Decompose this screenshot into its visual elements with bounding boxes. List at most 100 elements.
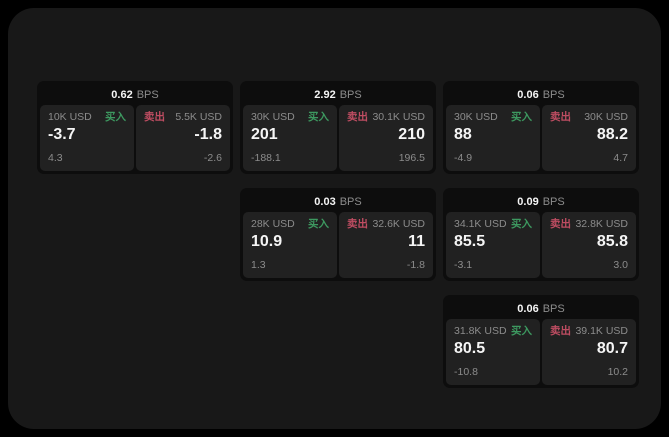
quote-card: 0.06 BPS 30K USD 买入 88 -4.9 卖出 30K USD 8… bbox=[443, 81, 639, 174]
sell-label: 卖出 bbox=[550, 218, 571, 230]
buy-amount: 10K USD bbox=[48, 111, 92, 123]
sell-amount: 39.1K USD bbox=[575, 325, 628, 337]
sell-price: 11 bbox=[408, 232, 425, 250]
bps-unit-label: BPS bbox=[542, 302, 565, 315]
buy-price: 88 bbox=[454, 125, 472, 143]
bps-value: 0.06 bbox=[517, 88, 539, 101]
quote-card: 0.06 BPS 31.8K USD 买入 80.5 -10.8 卖出 39.1… bbox=[443, 295, 639, 388]
buy-panel-top: 34.1K USD 买入 bbox=[454, 218, 532, 231]
sell-amount: 30K USD bbox=[584, 111, 628, 123]
sell-delta: -2.6 bbox=[203, 152, 222, 165]
buy-panel-top: 30K USD 买入 bbox=[251, 111, 329, 124]
buy-amount: 30K USD bbox=[251, 111, 295, 123]
sell-price: -1.8 bbox=[194, 125, 222, 143]
buy-panel[interactable]: 30K USD 买入 201 -188.1 bbox=[243, 105, 337, 171]
sell-label: 卖出 bbox=[550, 325, 571, 337]
sell-panel[interactable]: 卖出 30K USD 88.2 4.7 bbox=[542, 105, 636, 171]
buy-delta: 4.3 bbox=[48, 152, 63, 165]
sell-panel[interactable]: 卖出 39.1K USD 80.7 10.2 bbox=[542, 319, 636, 385]
sell-panel-top: 卖出 5.5K USD bbox=[144, 111, 222, 124]
buy-delta: -188.1 bbox=[251, 152, 281, 165]
card-bps-header: 0.03 BPS bbox=[243, 191, 433, 212]
quote-panels: 30K USD 买入 88 -4.9 卖出 30K USD 88.2 4.7 bbox=[446, 105, 636, 171]
sell-delta: 196.5 bbox=[398, 152, 425, 165]
sell-price: 210 bbox=[398, 125, 425, 143]
buy-delta: 1.3 bbox=[251, 259, 266, 272]
buy-delta: -4.9 bbox=[454, 152, 473, 165]
buy-price: 85.5 bbox=[454, 232, 486, 250]
buy-price: -3.7 bbox=[48, 125, 76, 143]
sell-delta: -1.8 bbox=[406, 259, 425, 272]
sell-panel-top: 卖出 32.6K USD bbox=[347, 218, 425, 231]
buy-price: 10.9 bbox=[251, 232, 283, 250]
card-bps-header: 0.09 BPS bbox=[446, 191, 636, 212]
bps-unit-label: BPS bbox=[542, 195, 565, 208]
bps-unit-label: BPS bbox=[339, 195, 362, 208]
sell-label: 卖出 bbox=[347, 218, 368, 230]
buy-panel[interactable]: 30K USD 买入 88 -4.9 bbox=[446, 105, 540, 171]
sell-amount: 32.8K USD bbox=[575, 218, 628, 230]
buy-price: 80.5 bbox=[454, 339, 486, 357]
buy-delta: -3.1 bbox=[454, 259, 473, 272]
quote-panels: 31.8K USD 买入 80.5 -10.8 卖出 39.1K USD 80.… bbox=[446, 319, 636, 385]
buy-panel[interactable]: 34.1K USD 买入 85.5 -3.1 bbox=[446, 212, 540, 278]
sell-panel-top: 卖出 39.1K USD bbox=[550, 325, 628, 338]
quote-panels: 30K USD 买入 201 -188.1 卖出 30.1K USD 210 1… bbox=[243, 105, 433, 171]
bps-unit-label: BPS bbox=[542, 88, 565, 101]
bps-unit-label: BPS bbox=[339, 88, 362, 101]
sell-label: 卖出 bbox=[550, 111, 571, 123]
quote-card: 0.62 BPS 10K USD 买入 -3.7 4.3 卖出 5.5K USD… bbox=[37, 81, 233, 174]
bps-value: 0.03 bbox=[314, 195, 336, 208]
sell-panel-top: 卖出 30K USD bbox=[550, 111, 628, 124]
buy-panel-top: 10K USD 买入 bbox=[48, 111, 126, 124]
sell-price: 80.7 bbox=[596, 339, 628, 357]
sell-label: 卖出 bbox=[347, 111, 368, 123]
bps-value: 0.62 bbox=[111, 88, 133, 101]
buy-panel-top: 28K USD 买入 bbox=[251, 218, 329, 231]
buy-panel[interactable]: 10K USD 买入 -3.7 4.3 bbox=[40, 105, 134, 171]
dashboard-page: 0.62 BPS 10K USD 买入 -3.7 4.3 卖出 5.5K USD… bbox=[8, 8, 661, 429]
buy-panel-top: 31.8K USD 买入 bbox=[454, 325, 532, 338]
buy-label: 买入 bbox=[511, 325, 532, 337]
quote-card: 0.09 BPS 34.1K USD 买入 85.5 -3.1 卖出 32.8K… bbox=[443, 188, 639, 281]
sell-panel-top: 卖出 30.1K USD bbox=[347, 111, 425, 124]
card-bps-header: 0.06 BPS bbox=[446, 84, 636, 105]
quote-panels: 10K USD 买入 -3.7 4.3 卖出 5.5K USD -1.8 -2.… bbox=[40, 105, 230, 171]
sell-delta: 4.7 bbox=[613, 152, 628, 165]
card-bps-header: 0.62 BPS bbox=[40, 84, 230, 105]
buy-panel[interactable]: 31.8K USD 买入 80.5 -10.8 bbox=[446, 319, 540, 385]
buy-label: 买入 bbox=[511, 111, 532, 123]
sell-panel[interactable]: 卖出 32.8K USD 85.8 3.0 bbox=[542, 212, 636, 278]
bps-unit-label: BPS bbox=[136, 88, 159, 101]
sell-price: 88.2 bbox=[596, 125, 628, 143]
bps-value: 0.06 bbox=[517, 302, 539, 315]
buy-label: 买入 bbox=[308, 218, 329, 230]
quote-panels: 34.1K USD 买入 85.5 -3.1 卖出 32.8K USD 85.8… bbox=[446, 212, 636, 278]
buy-amount: 28K USD bbox=[251, 218, 295, 230]
sell-amount: 30.1K USD bbox=[372, 111, 425, 123]
buy-delta: -10.8 bbox=[454, 366, 478, 379]
bps-value: 0.09 bbox=[517, 195, 539, 208]
sell-amount: 5.5K USD bbox=[175, 111, 222, 123]
sell-label: 卖出 bbox=[144, 111, 165, 123]
cards-grid: 0.62 BPS 10K USD 买入 -3.7 4.3 卖出 5.5K USD… bbox=[37, 81, 639, 388]
buy-panel-top: 30K USD 买入 bbox=[454, 111, 532, 124]
sell-panel[interactable]: 卖出 30.1K USD 210 196.5 bbox=[339, 105, 433, 171]
bps-value: 2.92 bbox=[314, 88, 336, 101]
buy-panel[interactable]: 28K USD 买入 10.9 1.3 bbox=[243, 212, 337, 278]
buy-amount: 31.8K USD bbox=[454, 325, 507, 337]
buy-label: 买入 bbox=[105, 111, 126, 123]
sell-delta: 3.0 bbox=[613, 259, 628, 272]
sell-panel-top: 卖出 32.8K USD bbox=[550, 218, 628, 231]
sell-price: 85.8 bbox=[596, 232, 628, 250]
card-bps-header: 0.06 BPS bbox=[446, 298, 636, 319]
buy-amount: 30K USD bbox=[454, 111, 498, 123]
buy-label: 买入 bbox=[511, 218, 532, 230]
sell-panel[interactable]: 卖出 32.6K USD 11 -1.8 bbox=[339, 212, 433, 278]
quote-card: 2.92 BPS 30K USD 买入 201 -188.1 卖出 30.1K … bbox=[240, 81, 436, 174]
buy-amount: 34.1K USD bbox=[454, 218, 507, 230]
sell-panel[interactable]: 卖出 5.5K USD -1.8 -2.6 bbox=[136, 105, 230, 171]
sell-amount: 32.6K USD bbox=[372, 218, 425, 230]
buy-label: 买入 bbox=[308, 111, 329, 123]
card-bps-header: 2.92 BPS bbox=[243, 84, 433, 105]
